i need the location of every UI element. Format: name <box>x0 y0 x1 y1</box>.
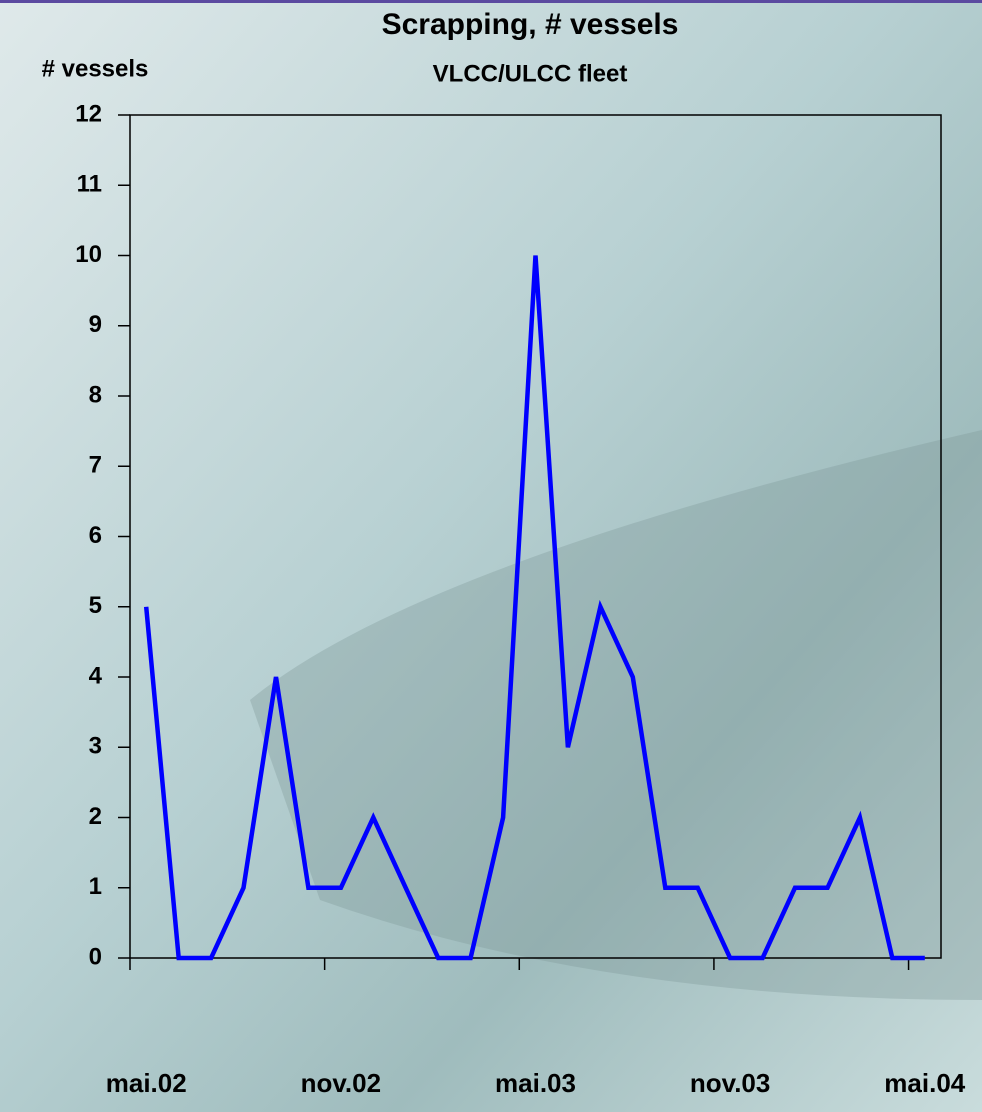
y-tick-label: 10 <box>75 241 102 268</box>
y-tick-label: 12 <box>75 100 102 127</box>
top-border <box>0 0 982 3</box>
y-tick-label: 11 <box>77 171 102 198</box>
x-tick-label: mai.04 <box>884 1068 965 1098</box>
x-tick-label: nov.03 <box>690 1068 770 1098</box>
y-tick-label: 4 <box>89 662 103 689</box>
chart-subtitle: VLCC/ULCC fleet <box>433 60 628 87</box>
y-axis-label: # vessels <box>42 55 149 82</box>
y-tick-label: 8 <box>89 381 102 408</box>
chart: Scrapping, # vessels VLCC/ULCC fleet # v… <box>0 0 982 1112</box>
chart-title: Scrapping, # vessels <box>382 8 679 41</box>
y-tick-label: 3 <box>89 733 102 760</box>
x-tick-label: nov.02 <box>301 1068 381 1098</box>
y-tick-label: 0 <box>89 943 102 970</box>
x-tick-label: mai.02 <box>106 1068 187 1098</box>
y-tick-label: 6 <box>89 522 102 549</box>
y-tick-label: 1 <box>89 873 102 900</box>
y-tick-label: 9 <box>89 311 102 338</box>
y-tick-label: 5 <box>89 592 102 619</box>
y-tick-label: 2 <box>89 803 102 830</box>
x-tick-label: mai.03 <box>495 1068 576 1098</box>
y-tick-label: 7 <box>89 452 102 479</box>
page: {"chart_data": {"type": "line", "title":… <box>0 0 982 1112</box>
